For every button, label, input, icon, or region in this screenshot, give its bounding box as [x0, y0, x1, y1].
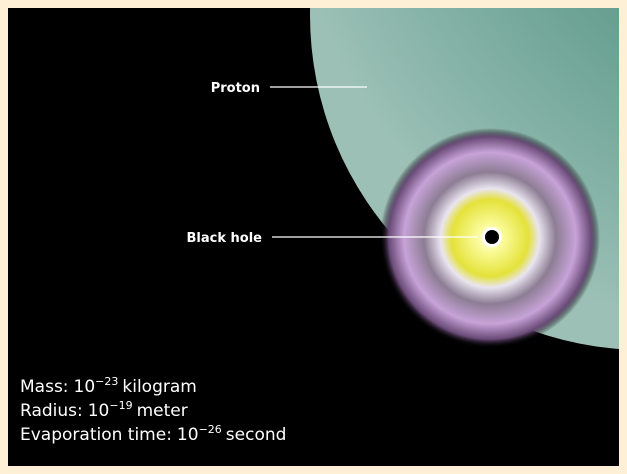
property-base: 10 — [74, 377, 96, 397]
property-label: Mass: — [20, 377, 69, 397]
property-label: Evaporation time: — [20, 425, 172, 445]
property-label: Radius: — [20, 401, 83, 421]
illustration: Proton Black hole Mass:10−23kilogramRadi… — [0, 0, 627, 474]
property-unit: second — [226, 425, 287, 445]
property-exponent: −23 — [95, 375, 118, 388]
property-unit: kilogram — [122, 377, 196, 397]
property-unit: meter — [137, 401, 188, 421]
property-base: 10 — [177, 425, 199, 445]
property-line: Evaporation time:10−26 second — [20, 423, 286, 445]
property-exponent: −26 — [199, 423, 222, 436]
property-line: Radius:10−19 meter — [20, 399, 188, 421]
proton-label: Proton — [211, 81, 260, 96]
property-base: 10 — [88, 401, 110, 421]
black-hole-label: Black hole — [187, 231, 263, 246]
property-exponent: −19 — [109, 399, 132, 412]
black-hole — [485, 230, 499, 244]
